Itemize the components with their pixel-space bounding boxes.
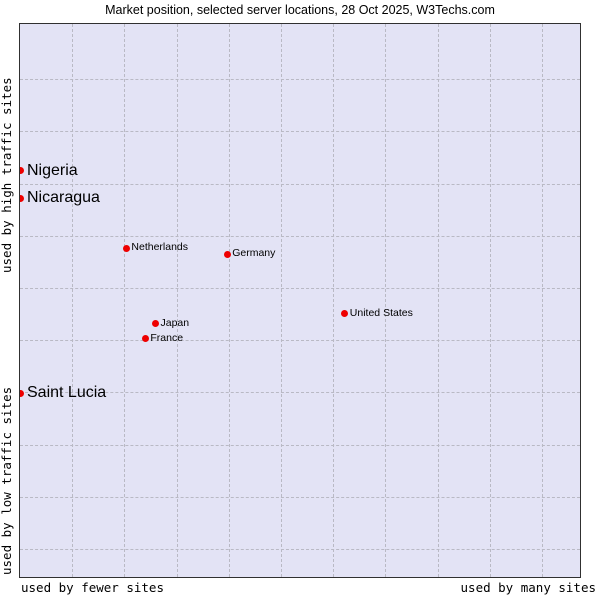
gridline-vertical (333, 24, 334, 577)
data-point-marker (152, 320, 159, 328)
data-point-label: Germany (232, 247, 276, 259)
data-point-label: Saint Lucia (27, 384, 107, 402)
gridline-vertical (281, 24, 282, 577)
y-axis-label-high-wrap: used by high traffic sites (0, 23, 27, 273)
data-point-label: Japan (160, 316, 190, 329)
chart-title: Market position, selected server locatio… (105, 3, 495, 17)
data-point-marker (20, 389, 24, 397)
gridline-vertical (124, 24, 125, 577)
plot-area: Nigeria Nicaragua Netherlands Germany United… (19, 23, 581, 578)
data-point-marker (223, 250, 231, 258)
gridline-vertical (490, 24, 491, 577)
gridline-horizontal (20, 445, 580, 446)
gridline-vertical (542, 24, 543, 577)
y-axis-label-high: used by high traffic sites (0, 77, 14, 273)
data-point-marker (341, 310, 349, 318)
gridline-vertical (438, 24, 439, 577)
gridline-vertical (385, 24, 386, 577)
gridline-horizontal (20, 131, 580, 132)
gridline-vertical (229, 24, 230, 577)
data-point-marker (20, 167, 24, 174)
gridline-horizontal (20, 184, 580, 185)
y-axis-label-low: used by low traffic sites (0, 386, 14, 575)
data-point-label: Nicaragua (27, 189, 100, 207)
data-point-label: United States (349, 306, 413, 319)
gridline-horizontal (20, 340, 580, 341)
x-axis-label-many: used by many sites (460, 580, 596, 595)
gridline-horizontal (20, 392, 580, 393)
gridline-vertical (177, 24, 178, 577)
data-point-marker (141, 335, 149, 343)
gridline-horizontal (20, 236, 580, 237)
x-axis-label-fewer: used by fewer sites (21, 580, 164, 595)
gridline-horizontal (20, 79, 580, 80)
gridline-vertical (72, 24, 73, 577)
data-point-label: Nigeria (27, 161, 78, 179)
data-point-marker (122, 244, 130, 252)
gridline-horizontal (20, 497, 580, 498)
data-point-label: France (150, 331, 184, 344)
gridline-horizontal (20, 288, 580, 289)
data-point-marker (20, 194, 24, 202)
data-point-label: Netherlands (131, 241, 189, 253)
gridline-horizontal (20, 549, 580, 550)
y-axis-label-low-wrap: used by low traffic sites (0, 330, 27, 575)
